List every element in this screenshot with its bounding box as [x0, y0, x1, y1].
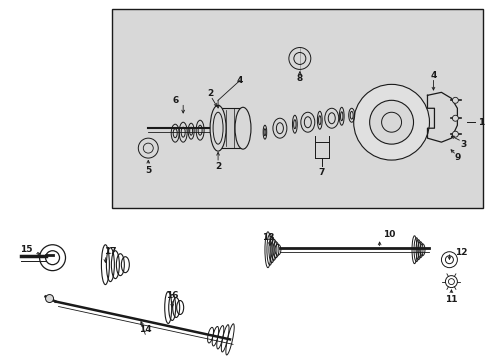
Text: 6: 6 — [172, 96, 178, 105]
Text: 1: 1 — [477, 118, 484, 127]
Circle shape — [451, 131, 457, 137]
Text: 16: 16 — [165, 291, 178, 300]
Circle shape — [451, 97, 457, 103]
Circle shape — [353, 84, 428, 160]
Circle shape — [143, 143, 153, 153]
Text: 4: 4 — [236, 76, 243, 85]
Text: 17: 17 — [104, 247, 117, 256]
Ellipse shape — [235, 107, 250, 149]
Text: 3: 3 — [459, 140, 466, 149]
Text: 10: 10 — [383, 230, 395, 239]
Text: 14: 14 — [139, 325, 151, 334]
Text: 13: 13 — [261, 233, 274, 242]
Ellipse shape — [210, 105, 225, 151]
Text: 9: 9 — [453, 153, 460, 162]
Circle shape — [138, 138, 158, 158]
Text: 8: 8 — [296, 74, 303, 83]
Text: 4: 4 — [429, 71, 436, 80]
Text: 15: 15 — [20, 245, 33, 254]
Circle shape — [45, 294, 53, 302]
Text: 5: 5 — [145, 166, 151, 175]
Bar — [218, 108, 243, 148]
Text: 2: 2 — [206, 89, 213, 98]
Circle shape — [381, 112, 401, 132]
Circle shape — [451, 115, 457, 121]
Text: 2: 2 — [215, 162, 221, 171]
Text: 12: 12 — [454, 248, 467, 257]
Bar — [112, 9, 482, 208]
Circle shape — [369, 100, 413, 144]
Ellipse shape — [213, 112, 223, 144]
Text: 7: 7 — [318, 167, 325, 176]
Text: 11: 11 — [444, 295, 457, 304]
